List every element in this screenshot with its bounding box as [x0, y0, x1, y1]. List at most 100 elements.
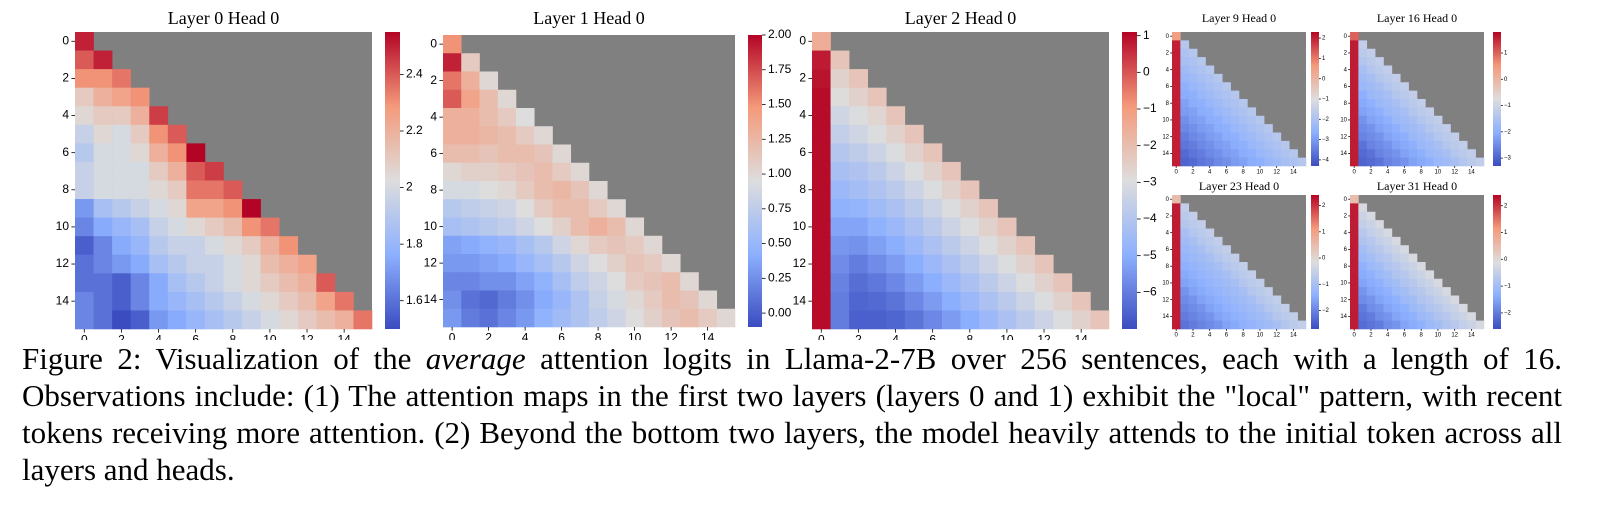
- colorbar: [1493, 195, 1501, 329]
- heat-cell: [75, 161, 94, 181]
- heat-cell: [1247, 140, 1257, 150]
- y-tick-label: 14: [1340, 151, 1347, 157]
- heat-cell: [1188, 211, 1198, 221]
- heat-cell: [1230, 262, 1240, 271]
- heat-cell: [1383, 245, 1393, 254]
- heat-cell: [979, 310, 998, 330]
- heat-cell: [1433, 312, 1443, 321]
- heat-cell: [1425, 132, 1435, 142]
- heat-cell: [607, 272, 626, 291]
- colorbar-tick-label: 0.00: [768, 305, 792, 319]
- heat-cell: [1205, 262, 1215, 271]
- heat-cell: [1239, 312, 1248, 321]
- heat-cell: [1222, 262, 1231, 271]
- heat-cell: [1358, 220, 1368, 229]
- heat-cell: [960, 254, 980, 274]
- heat-cell: [1383, 149, 1393, 158]
- heat-cell: [849, 87, 868, 107]
- heat-cell: [1172, 90, 1181, 100]
- heat-cell: [479, 199, 499, 218]
- heat-cell: [516, 290, 535, 310]
- heat-cell: [570, 181, 590, 200]
- heat-cell: [1213, 157, 1223, 167]
- heat-cell: [1188, 278, 1198, 288]
- heat-cell: [1180, 40, 1190, 50]
- heat-cell: [1350, 57, 1359, 66]
- heat-cell: [1188, 253, 1198, 263]
- heat-cell: [1197, 90, 1206, 100]
- heat-cell: [534, 308, 553, 328]
- heat-cell: [812, 106, 831, 126]
- x-tick-label: 8: [1242, 169, 1246, 175]
- heat-cell: [625, 235, 645, 255]
- x-tick-label: 10: [1435, 169, 1442, 175]
- heat-cell: [1172, 203, 1181, 213]
- heat-cell: [443, 71, 462, 91]
- heat-cell: [1280, 157, 1290, 167]
- heat-cell: [1391, 124, 1401, 133]
- heat-cell: [1442, 157, 1451, 167]
- heat-cell: [886, 310, 906, 330]
- heat-cell: [1358, 303, 1368, 313]
- heat-cell: [1188, 132, 1198, 142]
- heat-cell: [479, 290, 499, 310]
- heat-cell: [1391, 140, 1401, 150]
- heat-cell: [1408, 270, 1418, 280]
- heat-cell: [643, 308, 663, 328]
- heat-cell: [1188, 236, 1198, 246]
- heat-cell: [812, 217, 831, 237]
- heat-cell: [1213, 99, 1223, 108]
- heat-cell: [1213, 245, 1223, 254]
- heat-cell: [1172, 236, 1181, 246]
- heat-cell: [479, 308, 499, 328]
- colorbar-tick-label: 2: [1504, 203, 1508, 209]
- heat-cell: [1213, 253, 1223, 263]
- heat-cell: [1433, 320, 1443, 330]
- heat-cell: [1197, 65, 1206, 75]
- heat-cell: [149, 161, 169, 181]
- heat-cell: [904, 143, 924, 163]
- heat-cell: [1205, 245, 1215, 254]
- heat-cell: [1358, 73, 1368, 83]
- heat-cell: [112, 180, 131, 200]
- heat-cell: [1247, 312, 1257, 321]
- heat-cell: [297, 273, 317, 293]
- heat-cell: [830, 161, 850, 181]
- heat-cell: [1375, 220, 1384, 229]
- x-tick-label: 6: [1403, 332, 1407, 338]
- heat-cell: [1417, 99, 1426, 108]
- heat-cell: [1400, 140, 1409, 150]
- heat-cell: [1188, 140, 1198, 150]
- heat-cell: [830, 106, 850, 126]
- heat-cell: [1358, 90, 1368, 100]
- heat-cell: [1442, 312, 1451, 321]
- heat-cell: [904, 310, 924, 330]
- heat-cell: [1350, 195, 1359, 204]
- y-tick-label: 6: [799, 145, 806, 159]
- heat-cell: [1425, 295, 1435, 305]
- heat-cell: [1188, 65, 1198, 75]
- heat-cell: [923, 217, 943, 237]
- y-tick-label: 6: [62, 145, 69, 159]
- heat-cell: [1222, 245, 1231, 254]
- heat-cell: [1366, 278, 1376, 288]
- heat-cell: [1417, 270, 1426, 280]
- heat-cell: [1213, 132, 1223, 142]
- heat-cell: [1272, 312, 1282, 321]
- heat-cell: [941, 199, 961, 218]
- colorbar-tick-label: 1: [1322, 229, 1326, 235]
- heat-cell: [1213, 90, 1223, 100]
- heat-cell: [1400, 124, 1409, 133]
- heat-cell: [1350, 295, 1359, 305]
- x-tick-label: 10: [1257, 169, 1264, 175]
- heat-cell: [1222, 82, 1231, 91]
- colorbar-tick-label: −5: [1143, 248, 1157, 262]
- y-tick-label: 8: [430, 182, 437, 196]
- caption: Figure 2: Visualization of the average a…: [22, 340, 1562, 488]
- heat-cell: [941, 310, 961, 330]
- heat-cell: [93, 106, 113, 126]
- heat-cell: [1391, 236, 1401, 246]
- heat-cell: [1433, 303, 1443, 313]
- heat-cell: [1034, 291, 1054, 311]
- x-tick-label: 6: [1225, 169, 1229, 175]
